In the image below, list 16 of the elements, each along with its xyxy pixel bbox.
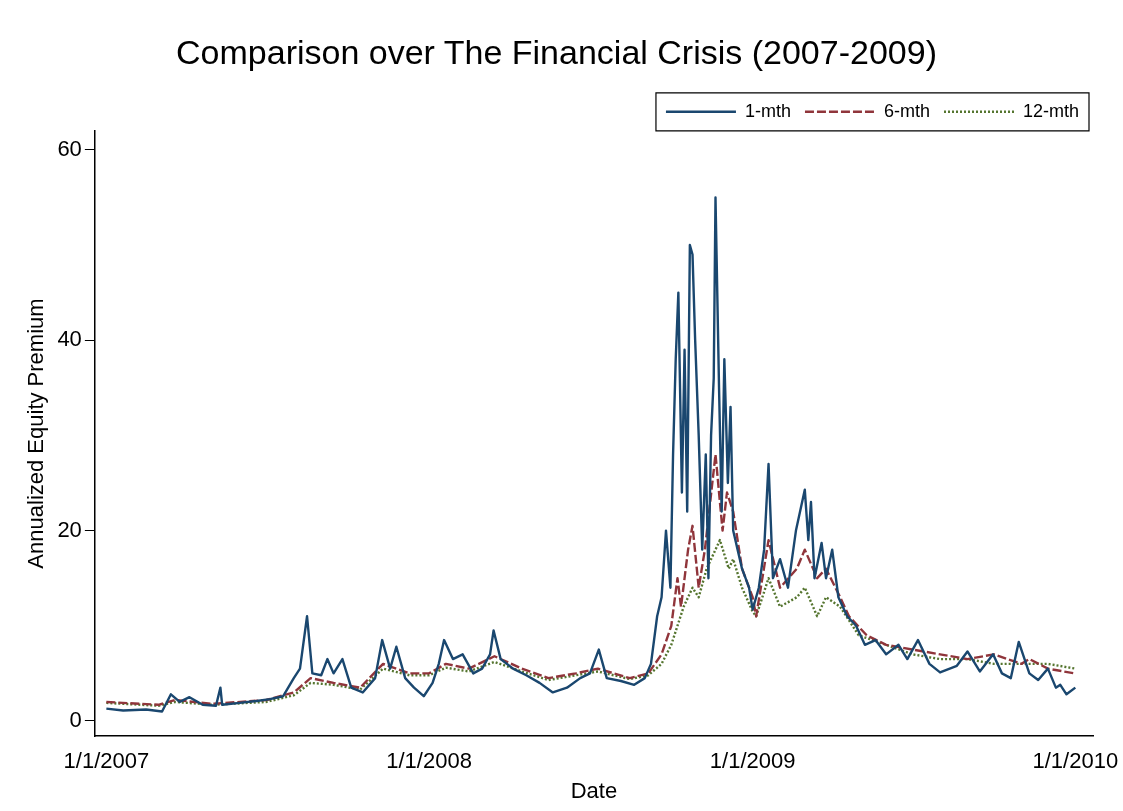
line-series [105, 538, 1077, 707]
y-tick-label: 40 [57, 326, 82, 352]
legend-label: 12-mth [1022, 100, 1080, 121]
legend-label: 6-mth [883, 100, 930, 121]
x-tick-label: 1/1/2010 [1032, 748, 1119, 774]
x-tick-label: 1/1/2009 [709, 748, 796, 774]
chart-title: Comparison over The Financial Crisis (2007-2009) [176, 32, 937, 71]
y-axis-title: Annualized Equity Premium [23, 298, 49, 569]
x-axis-title: Date [570, 777, 618, 803]
x-tick-label: 1/1/2008 [386, 748, 472, 774]
legend-label: 1-mth [744, 100, 791, 121]
line-series [105, 453, 1076, 706]
y-tick-label: 60 [57, 135, 82, 161]
y-tick-label: 0 [69, 707, 82, 733]
y-tick-label: 20 [57, 516, 82, 542]
x-tick-label: 1/1/2007 [63, 748, 150, 774]
